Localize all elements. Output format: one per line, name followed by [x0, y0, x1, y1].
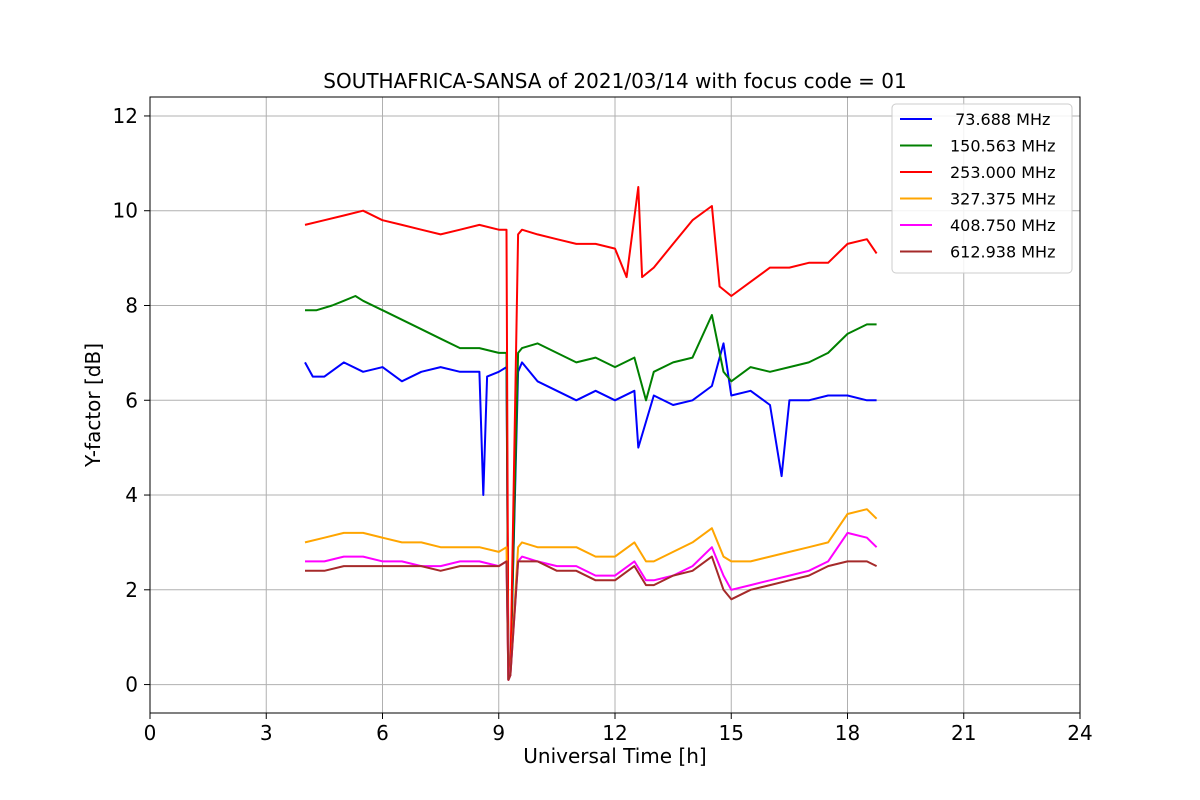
series-line-1 — [304, 342, 877, 681]
x-tick-label: 12 — [602, 721, 627, 745]
x-tick-label: 21 — [951, 721, 976, 745]
y-tick-label: 0 — [125, 673, 138, 697]
y-tick-label: 2 — [125, 578, 138, 602]
y-tick-label: 8 — [125, 293, 138, 317]
series-line-4 — [304, 508, 878, 681]
y-tick-label: 4 — [125, 483, 138, 507]
legend-label: 612.938 MHz — [950, 243, 1055, 262]
legend-label: 253.000 MHz — [950, 163, 1055, 182]
series-lines — [304, 186, 878, 681]
x-tick-label: 18 — [835, 721, 860, 745]
x-tick-label: 0 — [144, 721, 157, 745]
x-tick-label: 3 — [260, 721, 273, 745]
x-tick-label: 9 — [492, 721, 505, 745]
series-line-3 — [304, 186, 878, 681]
x-tick-label: 24 — [1067, 721, 1092, 745]
y-tick-label: 6 — [125, 388, 138, 412]
legend-box — [891, 103, 1073, 274]
series-line-2 — [305, 295, 877, 681]
y-axis-title: Y-factor [dB] — [81, 343, 105, 468]
series-line-6 — [305, 555, 878, 681]
y-tick-label: 10 — [113, 199, 138, 223]
legend: 73.688 MHz 150.563 MHz 253.000 MHz 327.375 … — [891, 103, 1073, 274]
x-tick-label: 15 — [719, 721, 744, 745]
legend-label: 327.375 MHz — [950, 190, 1055, 209]
x-axis-title: Universal Time [h] — [523, 744, 706, 768]
legend-label: 408.750 MHz — [950, 216, 1055, 235]
y-tick-label: 12 — [113, 104, 138, 128]
legend-label: 73.688 MHz — [950, 110, 1050, 129]
chart-title: SOUTHAFRICA-SANSA of 2021/03/14 with foc… — [323, 69, 907, 93]
legend-label: 150.563 MHz — [950, 137, 1055, 156]
x-tick-label: 6 — [376, 721, 389, 745]
